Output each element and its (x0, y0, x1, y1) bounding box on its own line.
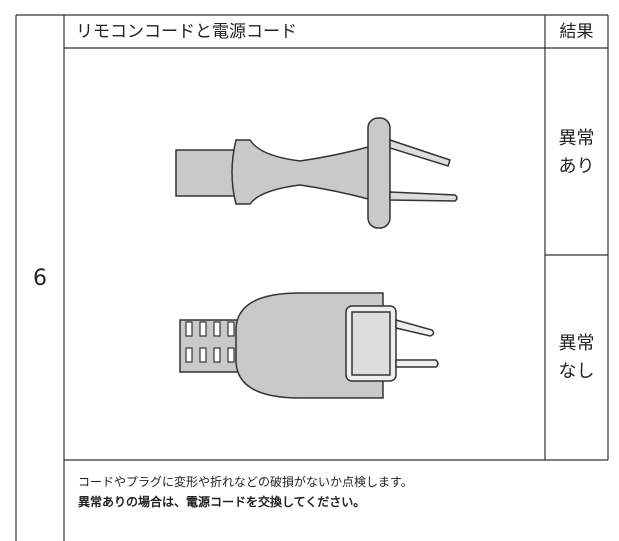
note: コードやプラグに変形や折れなどの破損がないか点検します。 異常ありの場合は、電源コ… (78, 472, 413, 512)
header-result: 結果 (559, 22, 594, 42)
result-line: なし (558, 361, 595, 382)
result-line: 異常 (558, 128, 595, 149)
note-emphasis: 異常ありの場合は、電源コードを交換してください。 (78, 495, 366, 509)
result-line: 異常 (558, 333, 595, 354)
row-number: 6 (33, 265, 47, 291)
result: 異常 あり (545, 125, 608, 181)
note-line: 異常ありの場合は、電源コードを交換してください。 (78, 492, 413, 512)
note-line: コードやプラグに変形や折れなどの破損がないか点検します。 (78, 475, 413, 489)
header-title: リモコンコードと電源コード (76, 22, 297, 42)
result-line: あり (558, 156, 595, 177)
result: 異常 なし (545, 330, 608, 386)
